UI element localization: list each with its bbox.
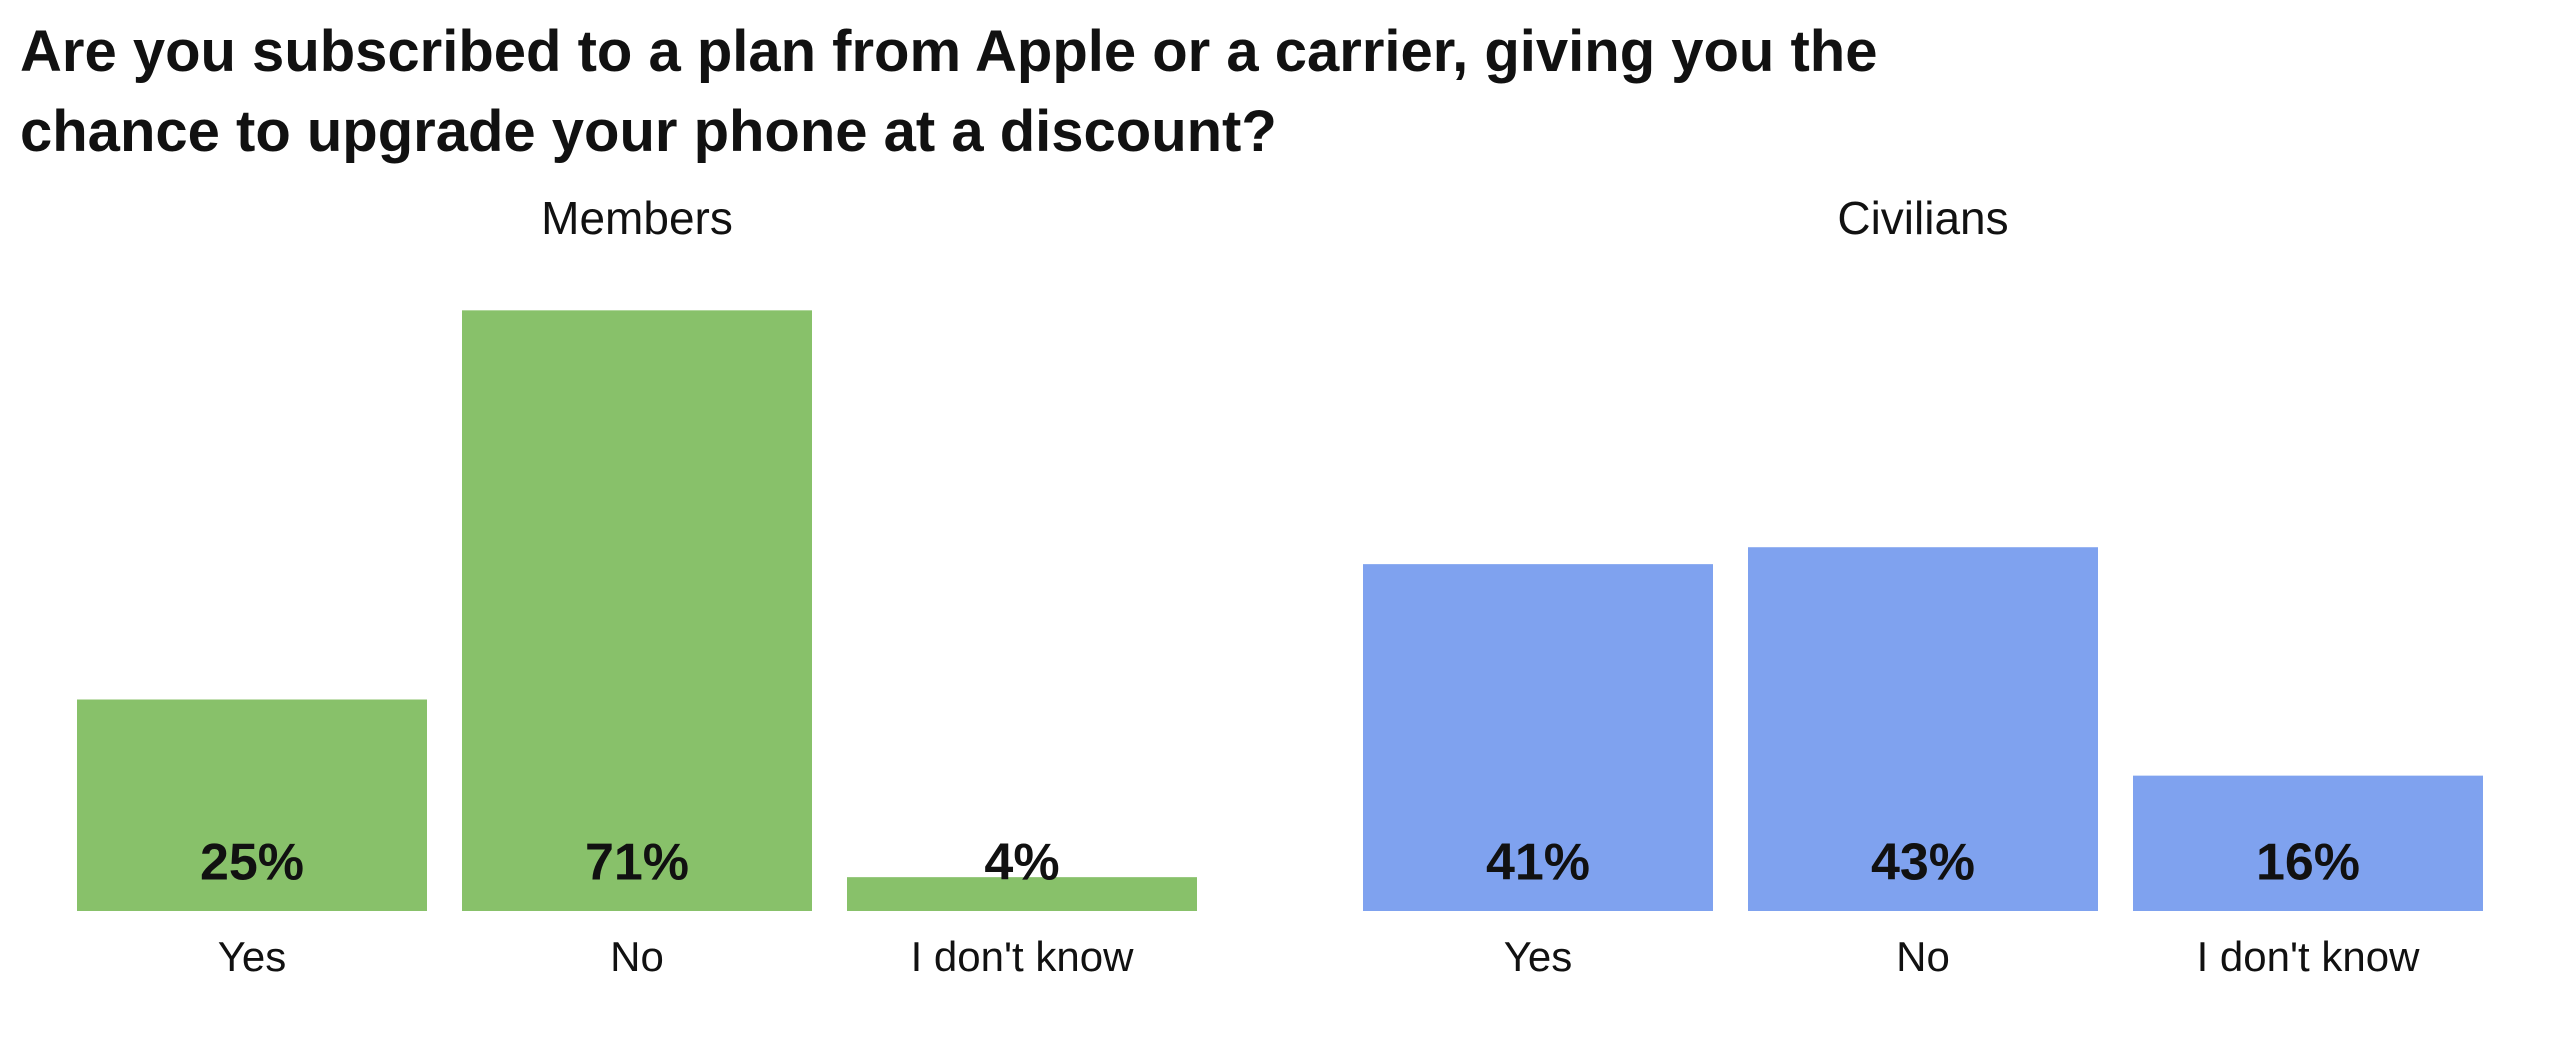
x-tick-label: No	[1896, 933, 1950, 980]
value-label: 16%	[2256, 834, 2360, 892]
bar	[1748, 547, 2098, 911]
value-label: 71%	[585, 834, 689, 892]
value-label: 41%	[1486, 834, 1590, 892]
bar	[1363, 564, 1713, 911]
x-tick-label: No	[610, 933, 664, 980]
value-label: 4%	[984, 834, 1059, 892]
x-tick-label: Yes	[218, 933, 287, 980]
value-label: 25%	[200, 834, 304, 892]
bar	[77, 699, 427, 911]
x-tick-label: I don't know	[2197, 933, 2420, 980]
value-label: 43%	[1871, 834, 1975, 892]
page-title: Are you subscribed to a plan from Apple …	[20, 19, 1878, 164]
bar	[2133, 775, 2483, 911]
x-tick-label: Yes	[1504, 933, 1573, 980]
x-tick-label: I don't know	[911, 933, 1134, 980]
bar	[462, 310, 812, 912]
chart-subtitle: Members	[541, 192, 733, 244]
bar	[847, 877, 1197, 911]
chart-subtitle: Civilians	[1837, 192, 2008, 244]
